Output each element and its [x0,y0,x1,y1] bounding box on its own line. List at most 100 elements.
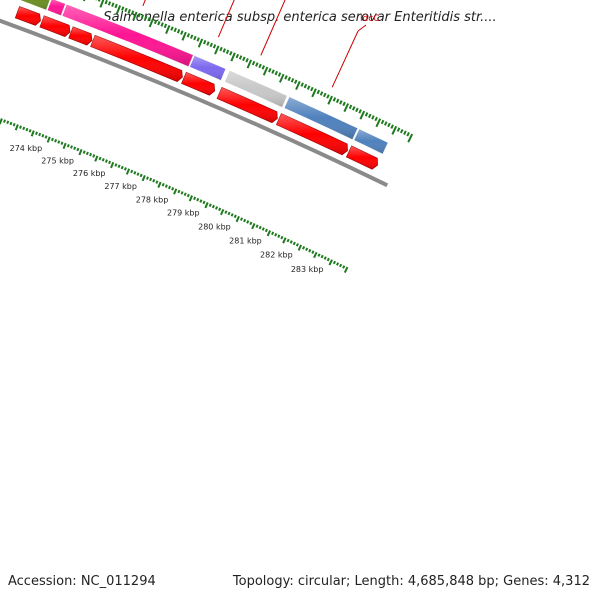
map-title: Salmonella enterica subsp. enterica sero… [103,10,497,25]
scale-dot [311,250,315,254]
outer-tick [121,6,125,11]
scale-dot [339,263,343,268]
scale-dot [235,215,240,223]
outer-tick [238,55,243,60]
scale-dot [82,150,86,154]
backbone-line [0,18,389,188]
gene-bar-shade [19,0,51,11]
scale-dot [220,208,225,216]
scale-dot [108,160,112,165]
cds-arrow-shade [68,26,92,46]
scale-dot [193,196,197,201]
scale-dot [323,256,327,260]
cds-arrow-shade [39,15,70,37]
outer-tick [181,31,187,41]
scale-dot [308,248,312,253]
outer-tick [327,95,333,105]
scale-dot [224,210,228,214]
outer-tick [186,33,191,38]
scale-dot [317,253,321,257]
gene-label[interactable]: ldcC [360,14,379,24]
outer-tick [284,75,288,80]
scale-dot [289,240,293,244]
outer-tick [287,76,291,82]
scale-label: 275 kbp [41,157,74,166]
scale-dot [139,173,143,178]
scale-dot [266,230,272,237]
cds-arrow-shade [217,87,278,123]
gene-label-leader [142,0,146,7]
outer-tick [170,26,174,31]
scale-dot [28,129,32,133]
gene-bar-shade [353,128,389,155]
scale-dot [320,254,324,259]
outer-tick [229,51,233,56]
outer-tick [235,53,240,59]
scale-dot [73,146,77,151]
scale-dot [3,119,7,123]
outer-tick [375,118,382,128]
outer-tick [193,35,197,41]
scale-dot [167,185,172,190]
scale-dot [280,235,284,240]
outer-tick [132,11,138,21]
gene-bar-shade [61,3,194,67]
scale-dot [286,238,290,243]
scale-dot [57,140,61,144]
scale-dot [239,217,244,221]
gene-label-leader [357,24,367,32]
outer-tick [222,48,227,53]
scale-dot [302,245,306,250]
scale-dot [211,204,215,209]
outer-tick [230,52,236,62]
scale-dot [261,227,265,231]
accession-text: Accession: NC_011294 [8,574,156,589]
scale-labels: 274 kbp 275 kbp 276 kbp 277 kbp 278 kbp 279 k… [10,144,324,274]
outer-tick [196,37,200,42]
gene-bar-shade [283,96,359,140]
outer-tick [258,63,262,69]
outer-tick [274,70,279,76]
scale-dot [227,211,231,216]
outer-tick [206,41,210,46]
cds-features [14,6,378,170]
scale-dot [35,131,38,136]
outer-tick [295,80,301,91]
scale-dot [120,165,124,170]
scale-label: 279 kbp [167,209,200,218]
scale-dot [282,237,287,244]
scale-dot [145,176,149,180]
scale-dot [218,207,222,212]
outer-tick [300,82,304,87]
outer-tick [332,97,337,102]
scale-dot [14,124,19,131]
scale-dot [328,259,333,266]
outer-tick [277,72,282,77]
outer-tick [303,83,308,89]
outer-tick [261,65,266,70]
outer-tick [323,92,327,98]
scale-dot [70,145,73,149]
outer-tick [396,127,401,132]
outer-tick [262,66,269,76]
scale-dot [78,149,83,156]
scale-dot [199,199,203,203]
outer-tick [326,94,330,99]
outer-tick [251,60,256,66]
outer-tick [104,0,108,5]
scale-dot [123,167,127,171]
gene-label-leader [331,30,359,88]
outer-tick [355,107,359,113]
outer-tick [339,100,343,105]
scale-dot [54,138,58,143]
scale-dot [255,224,259,228]
scale-dot [85,151,89,156]
genome-stats-text: Topology: circular; Length: 4,685,848 bp… [232,574,590,589]
scale-dot [343,266,349,273]
outer-tick [214,45,220,55]
scale-dot [94,155,99,162]
scale-dot [62,142,67,150]
scale-dot [141,175,146,182]
scale-label: 281 kbp [229,236,262,245]
